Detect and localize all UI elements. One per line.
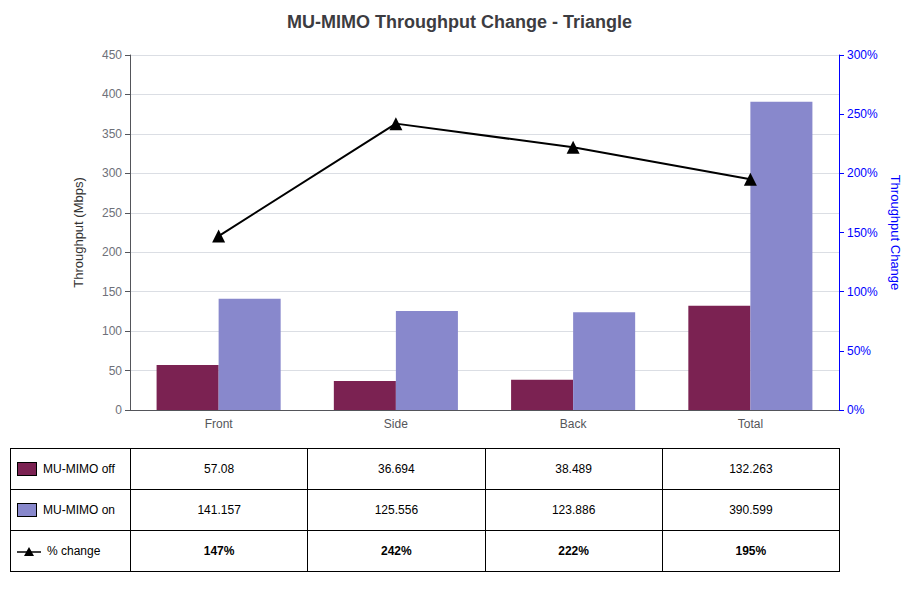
svg-text:Throughput (Mbps): Throughput (Mbps): [71, 177, 86, 288]
svg-text:MU-MIMO Throughput Change - Tr: MU-MIMO Throughput Change - Triangle: [287, 12, 632, 32]
html-text:36.694: 36.694: [378, 462, 415, 476]
html-text:195%: 195%: [735, 544, 767, 558]
svg-text:0%: 0%: [847, 403, 865, 417]
html-text:% change: % change: [47, 544, 101, 558]
svg-text:150: 150: [102, 285, 122, 299]
svg-text:Total: Total: [738, 417, 763, 431]
html-text:390.599: 390.599: [729, 503, 773, 517]
svg-text:250: 250: [102, 206, 122, 220]
svg-text:Side: Side: [384, 417, 408, 431]
html-text:222%: 222%: [558, 544, 589, 558]
html-text:MU-MIMO on: MU-MIMO on: [43, 502, 115, 517]
svg-text:300%: 300%: [847, 48, 878, 62]
html-text:38.489: 38.489: [555, 462, 592, 476]
svg-text:50: 50: [109, 364, 123, 378]
svg-text:0: 0: [115, 403, 122, 417]
svg-text:450: 450: [102, 48, 122, 62]
svg-text:Back: Back: [560, 417, 588, 431]
svg-text:350: 350: [102, 127, 122, 141]
svg-text:50%: 50%: [847, 344, 871, 358]
svg-text:100: 100: [102, 324, 122, 338]
svg-text:Throughput Change: Throughput Change: [888, 175, 903, 291]
html-text:125.556: 125.556: [374, 503, 419, 517]
html-text:141.157: 141.157: [197, 503, 241, 517]
svg-text:100%: 100%: [847, 285, 878, 299]
html-text:132.263: 132.263: [729, 462, 773, 476]
svg-text:300: 300: [102, 166, 122, 180]
html-text:242%: 242%: [381, 544, 412, 558]
svg-text:200%: 200%: [847, 166, 878, 180]
svg-text:200: 200: [102, 245, 122, 259]
html-text:147%: 147%: [203, 544, 235, 558]
svg-text:400: 400: [102, 87, 122, 101]
html-text:MU-MIMO off: MU-MIMO off: [43, 461, 115, 476]
svg-text:150%: 150%: [847, 226, 878, 240]
html-text:57.08: 57.08: [204, 462, 235, 476]
svg-text:250%: 250%: [847, 107, 878, 121]
svg-text:Front: Front: [205, 417, 234, 431]
html-text:123.886: 123.886: [551, 503, 596, 517]
